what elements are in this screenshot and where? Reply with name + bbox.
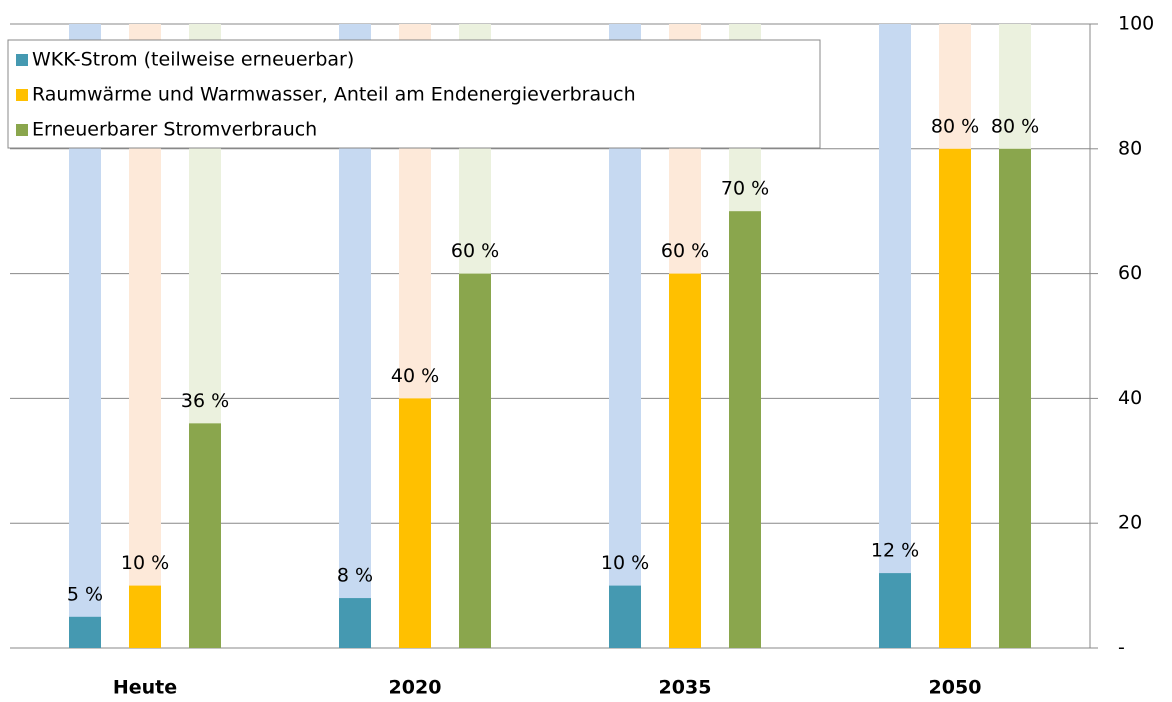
data-label: 8 % <box>337 565 373 587</box>
y-tick-label: 40 <box>1118 387 1142 409</box>
legend: WKK-Strom (teilweise erneuerbar) Raumwärm… <box>7 39 821 149</box>
bar <box>669 273 701 648</box>
legend-label: WKK-Strom (teilweise erneuerbar) <box>32 49 354 71</box>
data-label: 60 % <box>661 240 709 262</box>
bar <box>189 423 221 648</box>
bar <box>69 616 101 648</box>
legend-box <box>7 39 821 149</box>
data-label: 80 % <box>991 115 1039 137</box>
bar <box>879 573 911 648</box>
legend-label: Erneuerbarer Stromverbrauch <box>32 119 317 141</box>
legend-swatch <box>16 124 28 136</box>
data-label: 60 % <box>451 240 499 262</box>
y-tick-label: - <box>1118 637 1125 659</box>
data-label: 70 % <box>721 178 769 200</box>
data-label: 10 % <box>601 552 649 574</box>
bar <box>999 148 1031 649</box>
y-tick-label: 60 <box>1118 262 1142 284</box>
bar <box>459 273 491 648</box>
x-tick-label: 2050 <box>929 677 982 699</box>
data-label: 5 % <box>67 583 103 605</box>
y-tick-label: 80 <box>1118 137 1142 159</box>
y-tick-label: 100 <box>1118 13 1154 35</box>
legend-swatch <box>16 89 28 101</box>
legend-label: Raumwärme und Warmwasser, Anteil am Ende… <box>32 84 636 106</box>
bar <box>729 211 761 648</box>
x-tick-label: 2035 <box>659 677 712 699</box>
data-label: 12 % <box>871 540 919 562</box>
data-label: 36 % <box>181 390 229 412</box>
legend-swatch <box>16 54 28 66</box>
bar <box>609 585 641 648</box>
bar <box>339 598 371 648</box>
bar <box>399 398 431 648</box>
bar-background <box>879 24 911 648</box>
x-tick-label: Heute <box>113 677 177 699</box>
data-label: 10 % <box>121 552 169 574</box>
data-label: 80 % <box>931 115 979 137</box>
bar <box>939 148 971 649</box>
y-tick-label: 20 <box>1118 512 1142 534</box>
data-label: 40 % <box>391 365 439 387</box>
x-tick-label: 2020 <box>389 677 442 699</box>
bar <box>129 585 161 648</box>
